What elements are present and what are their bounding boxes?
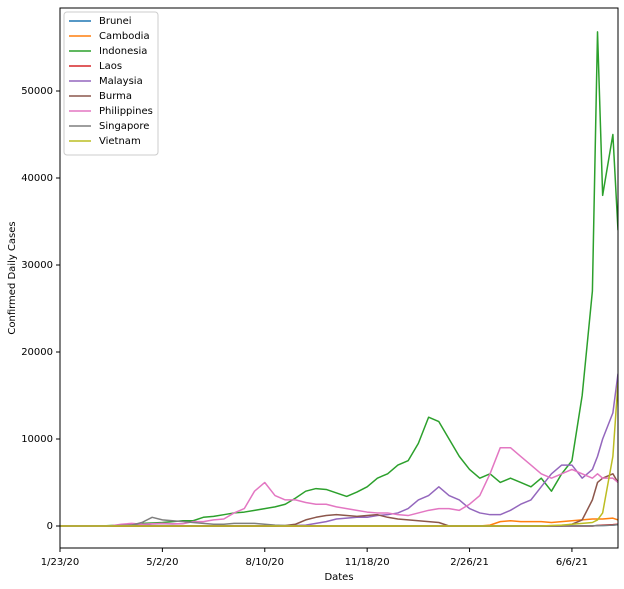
y-tick-label: 20000 bbox=[21, 347, 53, 358]
legend-label: Singapore bbox=[99, 121, 149, 132]
y-tick-label: 50000 bbox=[21, 86, 53, 97]
x-tick-label: 1/23/20 bbox=[41, 557, 80, 568]
x-tick-label: 8/10/20 bbox=[245, 557, 284, 568]
y-tick-label: 10000 bbox=[21, 434, 53, 445]
legend-box bbox=[63, 11, 159, 156]
x-tick-label: 5/2/20 bbox=[146, 557, 178, 568]
series-line bbox=[60, 31, 618, 527]
plot-frame bbox=[59, 7, 619, 549]
legend-label: Brunei bbox=[99, 16, 132, 27]
y-tick-label: 30000 bbox=[21, 260, 53, 271]
x-tick-label: 11/18/20 bbox=[345, 557, 390, 568]
legend-label: Vietnam bbox=[99, 136, 141, 147]
y-tick-label: 40000 bbox=[21, 173, 53, 184]
legend-label: Philippines bbox=[99, 106, 153, 117]
x-axis-label: Dates bbox=[324, 572, 353, 583]
legend-label: Indonesia bbox=[99, 46, 147, 57]
y-axis-label: Confirmed Daily Cases bbox=[7, 221, 18, 334]
y-tick-label: 0 bbox=[47, 521, 53, 532]
series-line bbox=[60, 382, 618, 527]
series-line bbox=[60, 446, 618, 527]
legend-label: Cambodia bbox=[99, 31, 150, 42]
legend-label: Burma bbox=[99, 91, 132, 102]
legend-label: Laos bbox=[99, 61, 122, 72]
legend-label: Malaysia bbox=[99, 76, 143, 87]
x-tick-label: 6/6/21 bbox=[556, 557, 588, 568]
x-tick-label: 2/26/21 bbox=[450, 557, 489, 568]
